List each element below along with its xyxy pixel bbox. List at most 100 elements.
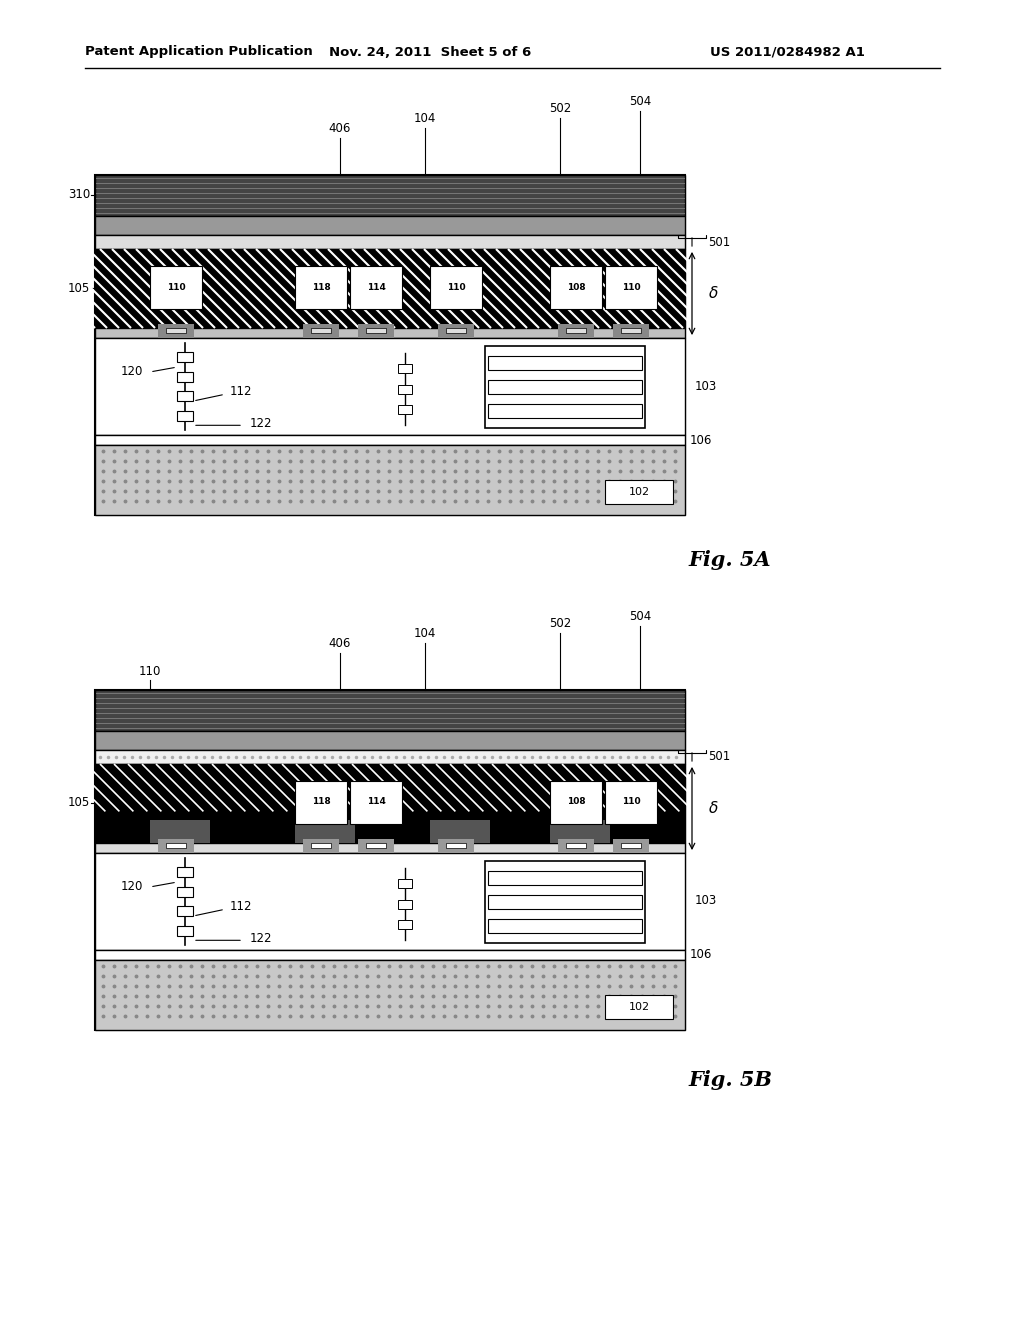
Bar [358,323,394,338]
Bar [95,445,685,515]
Bar [605,995,673,1019]
Bar [95,249,685,327]
Bar [177,352,193,363]
Bar [398,364,412,374]
Bar [311,843,331,847]
Bar [488,895,642,909]
Text: 502: 502 [549,102,571,115]
Text: 105: 105 [68,796,90,809]
Bar [558,840,594,853]
Bar [177,867,193,878]
Text: $\delta$: $\delta$ [708,285,719,301]
Bar [398,405,412,413]
Bar [398,384,412,393]
Bar [488,871,642,884]
Text: 502: 502 [549,616,571,630]
Bar [177,391,193,401]
Text: 110: 110 [446,282,465,292]
Text: $\delta$: $\delta$ [708,800,719,816]
Text: 104: 104 [414,627,436,640]
Bar [446,843,466,847]
Text: 501: 501 [708,751,730,763]
Text: 104: 104 [414,112,436,125]
Bar [438,840,474,853]
Text: 406: 406 [329,638,351,649]
Bar [95,731,685,750]
Bar [166,327,186,333]
Bar [398,899,412,908]
Text: 106: 106 [690,433,713,446]
Bar [95,338,685,436]
Bar [95,690,685,1030]
Bar [295,820,355,843]
Bar [488,919,642,933]
Bar [95,176,685,515]
Bar [158,323,194,338]
Text: 108: 108 [566,797,586,807]
Text: 108: 108 [566,282,586,292]
Bar [95,853,685,950]
Bar [566,843,586,847]
Text: 406: 406 [329,121,351,135]
Bar [613,840,649,853]
Text: 103: 103 [695,380,717,392]
Text: 310: 310 [68,189,90,202]
Bar [566,327,586,333]
Bar [605,267,657,309]
Bar [95,690,685,731]
Text: 110: 110 [622,797,640,807]
Bar [398,879,412,888]
Bar [605,480,673,504]
Text: 120: 120 [121,880,143,894]
Bar [150,267,202,309]
Text: 110: 110 [622,282,640,292]
Bar [177,372,193,381]
Bar [430,267,482,309]
Bar [621,327,641,333]
Bar [366,327,386,333]
Bar [95,436,685,445]
Text: Nov. 24, 2011  Sheet 5 of 6: Nov. 24, 2011 Sheet 5 of 6 [329,45,531,58]
Bar [621,843,641,847]
Bar [485,861,645,942]
Text: 114: 114 [367,797,385,807]
Bar [95,950,685,960]
Bar [430,820,490,843]
Bar [485,346,645,428]
Text: 120: 120 [121,366,143,379]
Bar [398,920,412,929]
Text: 114: 114 [367,282,385,292]
Bar [488,404,642,418]
Bar [438,323,474,338]
Bar [95,327,685,338]
Bar [150,820,210,843]
Bar [177,887,193,896]
Bar [177,925,193,936]
Text: 504: 504 [629,610,651,623]
Text: 112: 112 [230,900,253,913]
Bar [366,843,386,847]
Text: Fig. 5A: Fig. 5A [689,550,771,570]
Bar [488,356,642,370]
Bar [350,267,402,309]
Bar [95,216,685,235]
Bar [488,380,642,393]
Text: 103: 103 [695,895,717,908]
Bar [95,750,685,764]
Text: 122: 122 [250,932,272,945]
Bar [350,781,402,824]
Bar [558,323,594,338]
Bar [95,764,685,843]
Text: Fig. 5B: Fig. 5B [688,1071,772,1090]
Bar [177,907,193,916]
Text: 112: 112 [230,385,253,397]
Bar [158,840,194,853]
Text: US 2011/0284982 A1: US 2011/0284982 A1 [710,45,865,58]
Bar [95,176,685,216]
Text: 110: 110 [139,665,161,678]
Text: 106: 106 [690,949,713,961]
Bar [95,235,685,249]
Bar [550,781,602,824]
Bar [446,327,466,333]
Bar [295,781,347,824]
